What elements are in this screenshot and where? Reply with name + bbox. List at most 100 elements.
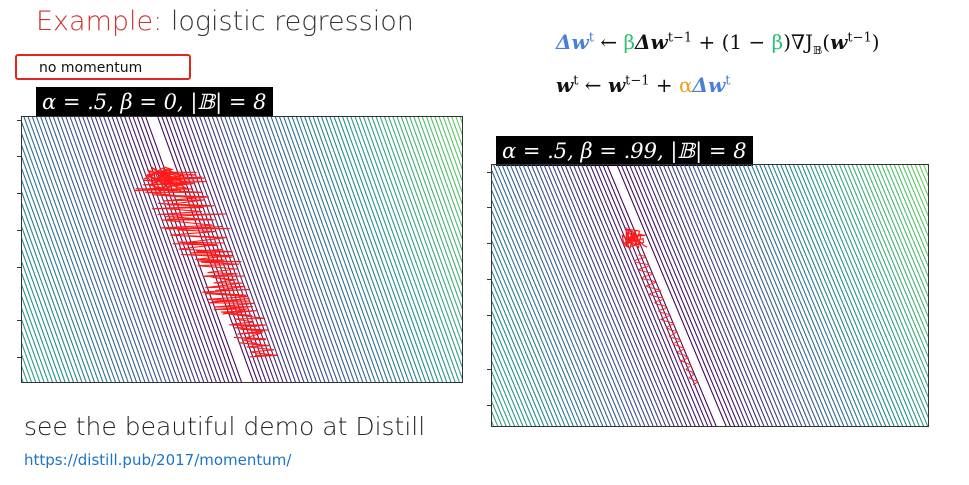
right-contour-line [897, 165, 928, 238]
left-contour-line [262, 117, 360, 382]
right-contour-line [620, 165, 731, 426]
left-contour-line [396, 117, 462, 299]
left-contour-line [48, 117, 146, 382]
left-contour-line [141, 117, 238, 382]
left-contour-line [405, 117, 462, 275]
right-contour-line [818, 165, 928, 426]
right-contour-line [662, 165, 773, 426]
left-contour-line [22, 226, 79, 382]
left-contour-line [283, 117, 381, 382]
right-contour-line [581, 165, 692, 426]
left-contour-line [300, 117, 397, 382]
no-momentum-tag: no momentum [15, 54, 191, 80]
right-contour-line [809, 165, 920, 426]
left-contour-line [375, 117, 462, 357]
left-contour-line [22, 214, 83, 382]
left-contour-line [22, 191, 91, 382]
left-contour-line [174, 117, 271, 382]
right-contour-line [704, 165, 815, 426]
left-contour-line [22, 237, 75, 382]
right-contour-line [492, 179, 595, 426]
right-contour-line [763, 165, 874, 426]
left-contour-line [23, 117, 121, 382]
right-momentum-trajectory [634, 254, 699, 386]
right-contour-line [492, 250, 566, 426]
left-contour-line [22, 167, 100, 382]
left-contour-line [258, 117, 355, 382]
right-contour-line [547, 165, 658, 426]
left-contour-line [413, 117, 462, 252]
left-sgd-cluster [143, 166, 188, 193]
left-contour-line [329, 117, 427, 382]
left-contour-line [354, 117, 452, 382]
left-contour-line [115, 117, 213, 382]
left-contour-line [367, 117, 462, 380]
left-contour-line [22, 261, 66, 382]
left-contour-line [78, 117, 175, 382]
left-contour-line [22, 144, 108, 382]
right-contour-line [654, 165, 765, 426]
right-contour-line [629, 165, 740, 426]
left-contour-line [57, 117, 154, 382]
left-contour-line [22, 307, 49, 382]
left-contour-line [316, 117, 414, 382]
right-contour-line [843, 165, 928, 368]
left-contour-line [207, 117, 305, 382]
right-contour-line [602, 165, 713, 426]
left-contour-line [350, 117, 448, 382]
right-contour-line [492, 300, 545, 426]
right-contour-line [492, 310, 541, 426]
left-contour-line [22, 295, 54, 382]
right-contour-line [776, 165, 887, 426]
right-contour-line [539, 165, 650, 426]
right-contour-line [645, 165, 757, 426]
left-contour-line [40, 117, 138, 382]
right-contour-line [589, 165, 700, 426]
left-contour-line [279, 117, 376, 382]
left-contour-line [111, 117, 209, 382]
right-contour-line [666, 165, 778, 426]
left-contour-line [358, 117, 456, 382]
left-contour-line [22, 156, 104, 382]
right-contour-line [675, 165, 786, 426]
right-contour-line [893, 165, 928, 248]
left-contour-line [430, 117, 462, 206]
left-contour-line [27, 117, 125, 382]
right-contour-line [759, 165, 870, 426]
right-contour-line [792, 165, 904, 426]
right-contour-line [492, 290, 549, 426]
left-contour-line [103, 117, 201, 382]
right-contour-line [906, 165, 928, 217]
left-contour-plot [21, 116, 463, 383]
right-contour-line [767, 165, 878, 426]
right-contour-line [687, 165, 799, 426]
left-contour-line [220, 117, 318, 382]
right-plot-params: α = .5, β = .99, |𝔹| = 8 [496, 136, 753, 166]
momentum-update-equation: Δwt ← βΔwt−1 + (1 − β)∇J𝔹(wt−1) [556, 30, 880, 57]
right-contour-line [696, 165, 807, 426]
left-contour-line [203, 117, 301, 382]
left-contour-line [266, 117, 364, 382]
right-contour-line [509, 165, 621, 426]
right-contour-line [742, 165, 853, 426]
left-contour-line [107, 117, 205, 382]
left-contour-line [447, 117, 462, 159]
slide-title: Example: logistic regression [36, 6, 414, 37]
right-contour-line [514, 165, 625, 426]
right-contour-line [860, 165, 928, 328]
right-contour-line [729, 165, 841, 426]
left-contour-line [379, 117, 462, 345]
right-contour-line [572, 165, 684, 426]
left-contour-line [321, 117, 418, 382]
distill-link[interactable]: https://distill.pub/2017/momentum/ [24, 451, 292, 469]
right-contour-line [889, 165, 928, 258]
right-contour-line [881, 165, 928, 278]
left-contour-line [178, 117, 276, 382]
left-contour-line [82, 117, 180, 382]
right-contour-line [813, 165, 925, 426]
right-contour-line [855, 165, 928, 338]
title-rest: logistic regression [162, 6, 414, 37]
right-contour-line [492, 320, 537, 426]
right-contour-line [492, 219, 579, 426]
left-contour-line [232, 117, 330, 382]
